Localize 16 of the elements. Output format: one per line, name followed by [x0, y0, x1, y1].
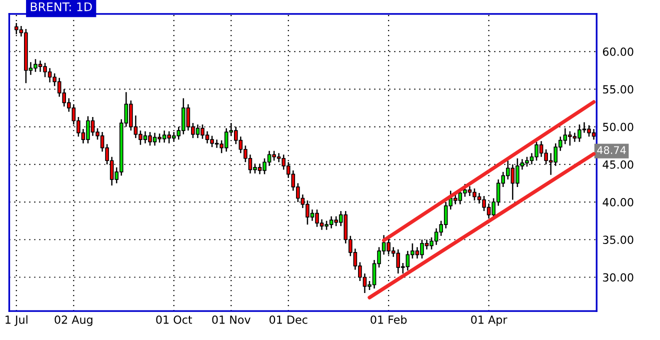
x-tick-label: 01 Apr	[471, 315, 508, 326]
y-tick-label: 45.00	[602, 160, 634, 169]
x-tick-label: 02 Aug	[54, 315, 92, 326]
x-tick-label: 01 Nov	[212, 315, 250, 324]
y-tick-label: 55.00	[603, 85, 634, 94]
y-tick-label: 40.00	[602, 198, 634, 206]
text: 48.74	[597, 146, 626, 154]
y-tick-label: 30.00	[603, 273, 634, 282]
y-tick-label: 35.00	[603, 236, 634, 244]
x-tick-label: 01 Oct	[156, 315, 192, 324]
chart-title: BRENT: 1D	[30, 2, 92, 12]
x-tick-label: 01 Feb	[370, 315, 407, 324]
x-tick-label: 01 Dec	[270, 315, 308, 324]
y-tick-label: 50.00	[603, 122, 634, 132]
y-tick-label: 60.00	[602, 48, 634, 56]
x-tick-label: 1 Jul	[6, 315, 28, 326]
